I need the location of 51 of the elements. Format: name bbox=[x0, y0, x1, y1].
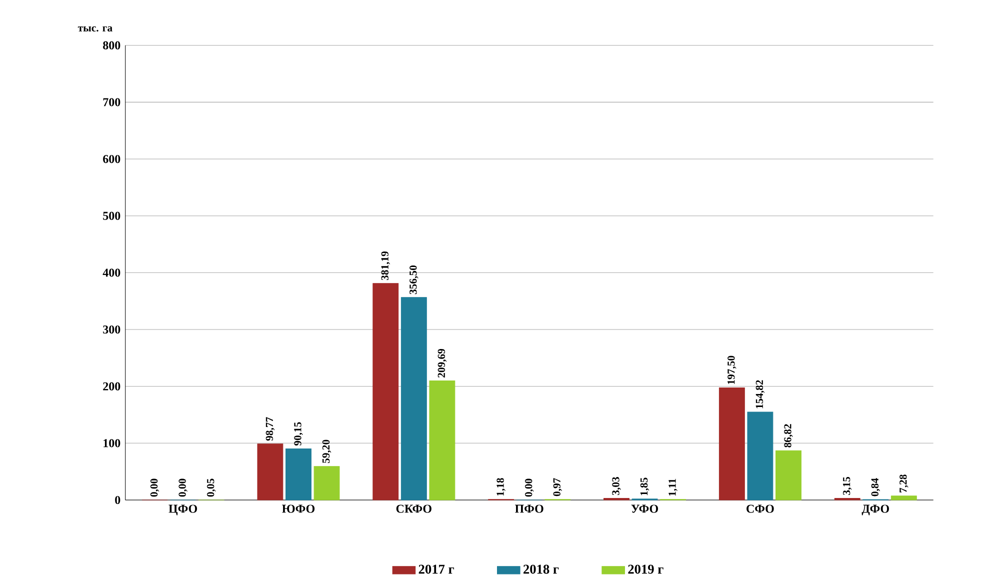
data-label: 98,77 bbox=[266, 417, 275, 441]
x-tick-label: ПФО bbox=[515, 504, 544, 513]
data-label: 209,69 bbox=[438, 348, 447, 378]
data-label: 86,82 bbox=[784, 424, 793, 448]
data-label: 1,18 bbox=[496, 478, 506, 496]
bar bbox=[257, 444, 284, 500]
data-label: 1,85 bbox=[640, 478, 650, 496]
data-label: 3,15 bbox=[842, 477, 852, 495]
bar bbox=[747, 412, 774, 500]
bar bbox=[286, 448, 312, 500]
data-label: 0,97 bbox=[553, 478, 562, 496]
bar bbox=[314, 466, 340, 500]
y-tick-label: 500 bbox=[103, 212, 120, 220]
data-label: 1,11 bbox=[668, 478, 678, 496]
data-label: 0,84 bbox=[871, 478, 880, 496]
x-tick-label: СКФО bbox=[396, 504, 432, 513]
data-label: 59,20 bbox=[322, 440, 332, 464]
data-label: 154,82 bbox=[756, 380, 765, 408]
y-tick-label: 100 bbox=[104, 439, 120, 448]
x-tick-label: ЮФО bbox=[282, 504, 315, 513]
y-tick-label: 400 bbox=[102, 268, 120, 277]
bar bbox=[372, 283, 399, 500]
data-label: 0,00 bbox=[524, 478, 534, 497]
bar bbox=[890, 496, 917, 500]
legend-label: 2018 г bbox=[524, 564, 559, 574]
bar bbox=[400, 297, 427, 500]
y-tick-label: 300 bbox=[103, 325, 120, 334]
bar bbox=[429, 380, 456, 500]
bar bbox=[776, 450, 802, 500]
legend-label: 2017 г bbox=[418, 564, 454, 574]
y-tick-label: 800 bbox=[103, 41, 120, 50]
bar bbox=[718, 387, 745, 500]
data-label: 90,15 bbox=[294, 422, 303, 446]
x-tick-label: СФО bbox=[746, 504, 774, 513]
y-tick-label: 700 bbox=[103, 98, 120, 106]
data-label: 0,00 bbox=[150, 478, 160, 497]
x-tick-label: УФО bbox=[631, 504, 658, 513]
y-tick-label: 0 bbox=[115, 496, 120, 504]
y-tick-label: 600 bbox=[103, 154, 120, 164]
x-tick-label: ДФО bbox=[862, 504, 889, 516]
data-label: 3,03 bbox=[612, 477, 621, 495]
data-label: 7,28 bbox=[900, 474, 908, 492]
data-label: 0,00 bbox=[178, 478, 188, 497]
data-label: 381,19 bbox=[381, 251, 390, 280]
x-tick-label: ЦФО bbox=[168, 504, 198, 516]
data-label: 356,50 bbox=[410, 266, 418, 294]
data-label: 0,05 bbox=[206, 478, 216, 497]
y-tick-label: 200 bbox=[103, 382, 120, 390]
y-axis-title: тыс. га bbox=[78, 26, 112, 32]
legend-label: 2019 г bbox=[628, 564, 664, 574]
data-label: 197,50 bbox=[728, 356, 736, 384]
